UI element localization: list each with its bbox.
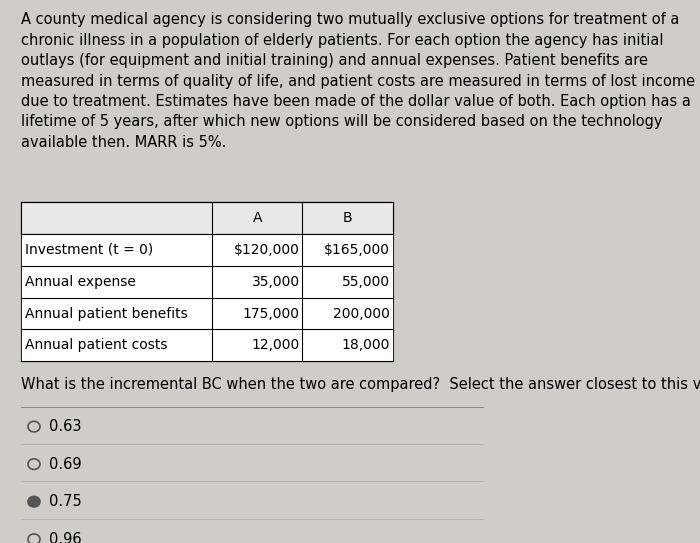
Text: 55,000: 55,000 [342, 275, 390, 289]
Text: 0.63: 0.63 [49, 419, 81, 434]
Text: 0.69: 0.69 [49, 457, 82, 472]
Text: 18,000: 18,000 [342, 338, 390, 352]
Bar [22, 203, 393, 361]
Text: 0.75: 0.75 [49, 494, 82, 509]
Bar [22, 266, 393, 298]
Text: B: B [342, 211, 352, 225]
Text: 0.96: 0.96 [49, 532, 82, 543]
Text: 200,000: 200,000 [333, 307, 390, 320]
Text: Annual patient costs: Annual patient costs [25, 338, 168, 352]
Bar [22, 234, 393, 266]
Text: Annual expense: Annual expense [25, 275, 136, 289]
Text: 175,000: 175,000 [243, 307, 300, 320]
Bar [22, 203, 393, 234]
Text: 12,000: 12,000 [251, 338, 300, 352]
Circle shape [28, 534, 40, 543]
Bar [22, 330, 393, 361]
Text: 35,000: 35,000 [252, 275, 300, 289]
Text: $165,000: $165,000 [324, 243, 390, 257]
Text: $120,000: $120,000 [234, 243, 300, 257]
Circle shape [28, 459, 40, 470]
Circle shape [28, 421, 40, 432]
Text: Investment (t = 0): Investment (t = 0) [25, 243, 154, 257]
Text: A county medical agency is considering two mutually exclusive options for treatm: A county medical agency is considering t… [22, 12, 696, 150]
Text: Annual patient benefits: Annual patient benefits [25, 307, 188, 320]
Text: What is the incremental BC when the two are compared?  Select the answer closest: What is the incremental BC when the two … [22, 377, 700, 392]
Text: A: A [253, 211, 262, 225]
Circle shape [28, 496, 40, 507]
Bar [22, 298, 393, 330]
